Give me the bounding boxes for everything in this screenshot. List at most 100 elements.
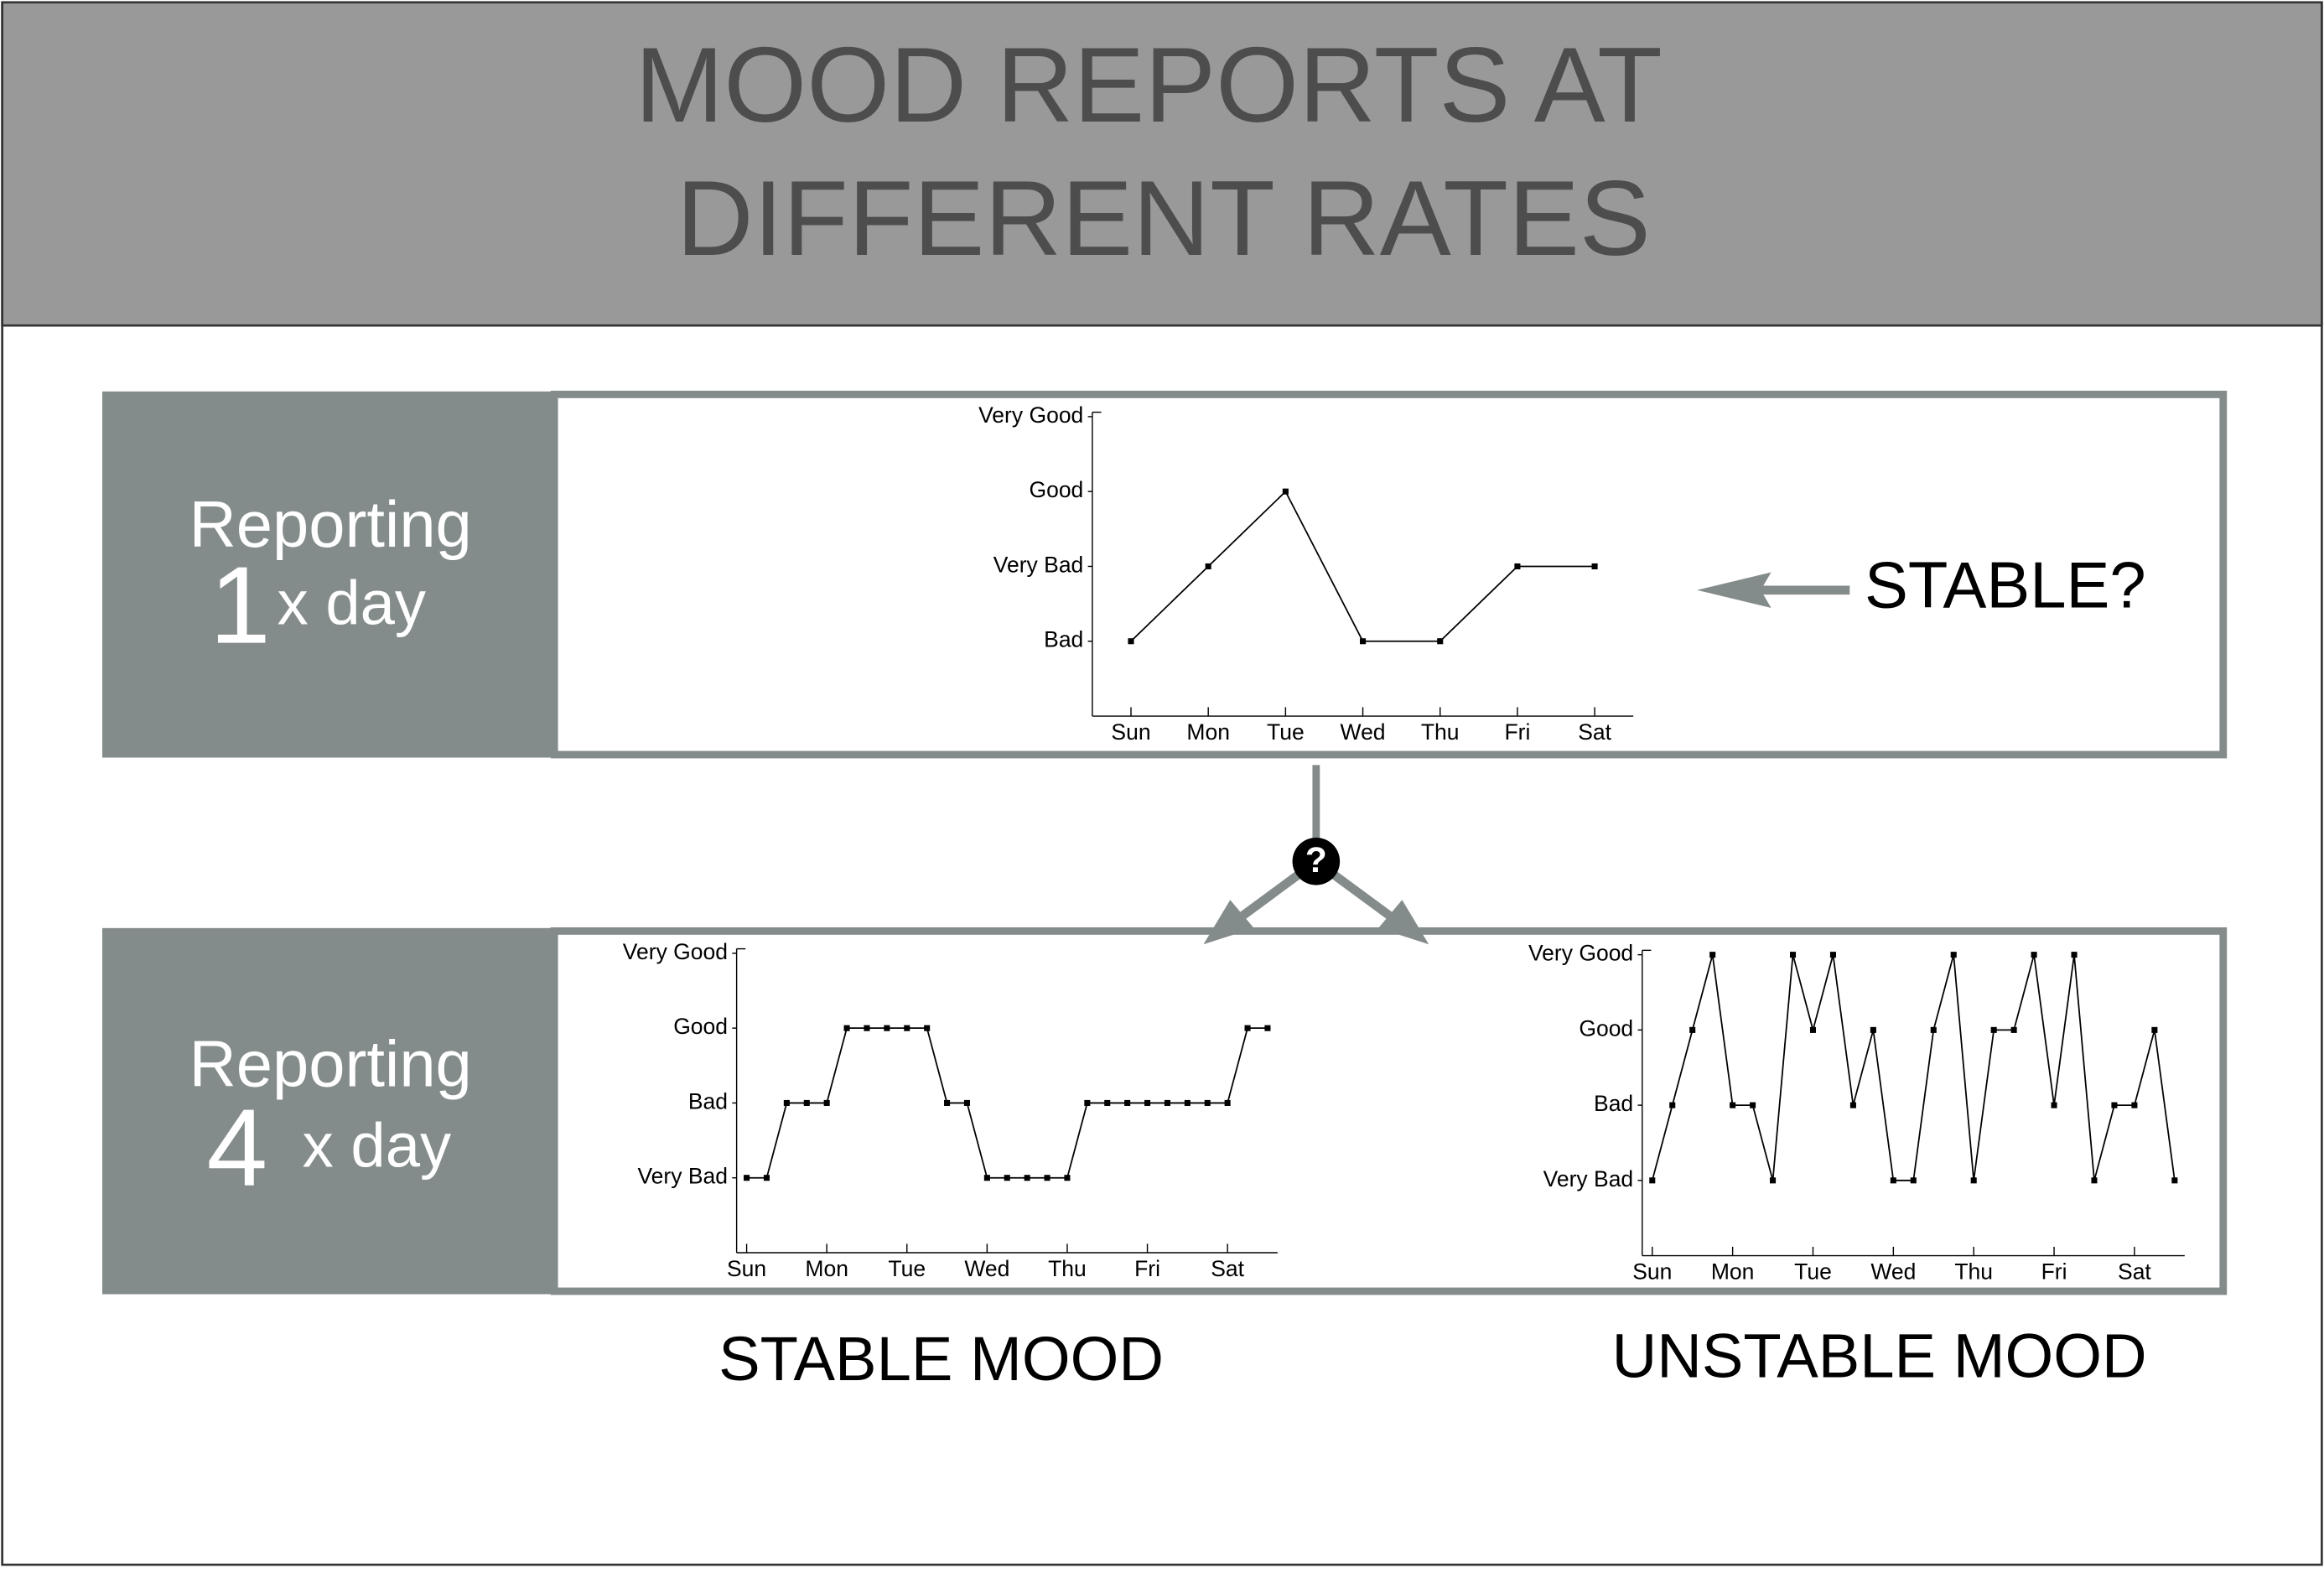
y-tick-label: Very Good <box>623 939 728 964</box>
point <box>963 1099 970 1106</box>
point <box>884 1025 890 1031</box>
point <box>1514 563 1521 570</box>
point <box>1970 1177 1977 1184</box>
x-tick-label: Mon <box>1711 1259 1755 1285</box>
point <box>904 1025 910 1031</box>
x-tick-label: Tue <box>1267 719 1305 745</box>
x-tick-label: Thu <box>1954 1259 1993 1285</box>
point <box>2010 1026 2017 1033</box>
x-tick-label: Fri <box>2041 1259 2067 1285</box>
point <box>1689 1026 1696 1033</box>
point <box>1184 1099 1191 1106</box>
point <box>1437 638 1444 645</box>
point <box>2131 1102 2138 1108</box>
x-tick-label: Fri <box>1134 1256 1160 1281</box>
x-tick-label: Wed <box>1341 719 1386 745</box>
x-tick-label: Sun <box>1111 719 1150 745</box>
panel-rate: 1 <box>210 544 271 667</box>
point <box>2111 1102 2118 1108</box>
x-tick-label: Mon <box>805 1256 848 1281</box>
point <box>1224 1099 1231 1106</box>
point <box>2151 1026 2158 1033</box>
point <box>1730 1102 1736 1108</box>
point <box>1591 563 1598 570</box>
y-tick-label: Good <box>673 1014 728 1039</box>
x-tick-label: Sun <box>1632 1259 1672 1285</box>
point <box>1264 1025 1271 1031</box>
point <box>1750 1102 1756 1108</box>
panel-label: Reporting <box>189 1028 472 1100</box>
point <box>1709 952 1716 958</box>
panel-label: Reporting <box>189 489 472 561</box>
question-badge <box>1292 837 1341 885</box>
panel-box <box>550 927 2228 1295</box>
arrow-head <box>1203 900 1254 945</box>
y-tick-label: Very Bad <box>637 1164 728 1189</box>
point <box>864 1025 870 1031</box>
x-tick-label: Sat <box>2118 1259 2151 1285</box>
point <box>1204 1099 1211 1106</box>
point <box>1829 952 1836 958</box>
x-tick-label: Mon <box>1186 719 1230 745</box>
note: STABLE? <box>1865 549 2146 621</box>
point <box>2071 952 2078 958</box>
y-tick-label: Bad <box>688 1088 728 1114</box>
point <box>763 1175 770 1181</box>
y-tick-label: Very Bad <box>993 552 1084 577</box>
y-tick-label: Very Bad <box>1543 1166 1634 1191</box>
point <box>1164 1099 1170 1106</box>
arrow-head <box>1697 572 1772 608</box>
x-tick-label: Fri <box>1504 719 1530 745</box>
point <box>1244 1025 1251 1031</box>
point <box>1870 1026 1876 1033</box>
point <box>1064 1175 1071 1181</box>
point <box>1789 952 1797 958</box>
x-tick-label: Tue <box>1794 1259 1832 1285</box>
point <box>1649 1177 1656 1184</box>
point <box>1990 1026 1997 1033</box>
point <box>1950 952 1957 958</box>
point <box>1930 1026 1937 1033</box>
point <box>2091 1177 2098 1184</box>
point <box>783 1099 790 1106</box>
y-tick-label: Good <box>1029 477 1083 502</box>
point <box>843 1025 850 1031</box>
point <box>1144 1099 1151 1106</box>
point <box>2171 1177 2178 1184</box>
question-mark: ? <box>1305 840 1327 880</box>
point <box>2051 1102 2057 1108</box>
x-tick-label: Sat <box>1578 719 1611 745</box>
point <box>1004 1175 1010 1181</box>
panel-side <box>101 927 556 1295</box>
point <box>2031 952 2037 958</box>
header-band <box>1 1 2323 327</box>
point <box>1809 1026 1817 1033</box>
panel-rate: 4 <box>206 1087 267 1209</box>
point <box>1128 638 1134 645</box>
connector <box>1239 870 1301 920</box>
y-tick-label: Bad <box>1044 627 1083 652</box>
point <box>1770 1177 1777 1184</box>
panel-side <box>101 391 556 758</box>
caption: UNSTABLE MOOD <box>1612 1321 2147 1391</box>
point <box>1282 488 1289 495</box>
point <box>1124 1099 1131 1106</box>
y-tick-label: Very Good <box>978 402 1083 428</box>
title-line: DIFFERENT RATES <box>677 158 1651 278</box>
panel-unit: x day <box>278 568 426 638</box>
point <box>744 1175 750 1181</box>
arrow-head <box>1378 900 1429 945</box>
x-tick-label: Sat <box>1211 1256 1244 1281</box>
x-tick-label: Thu <box>1048 1256 1087 1281</box>
x-tick-label: Wed <box>1870 1259 1916 1285</box>
y-tick-label: Good <box>1579 1015 1633 1041</box>
caption: STABLE MOOD <box>718 1324 1164 1394</box>
point <box>1360 638 1367 645</box>
x-tick-label: Sun <box>727 1256 766 1281</box>
connector <box>1331 870 1393 920</box>
point <box>1669 1102 1676 1108</box>
point <box>924 1025 931 1031</box>
point <box>1910 1177 1917 1184</box>
point <box>1044 1175 1050 1181</box>
